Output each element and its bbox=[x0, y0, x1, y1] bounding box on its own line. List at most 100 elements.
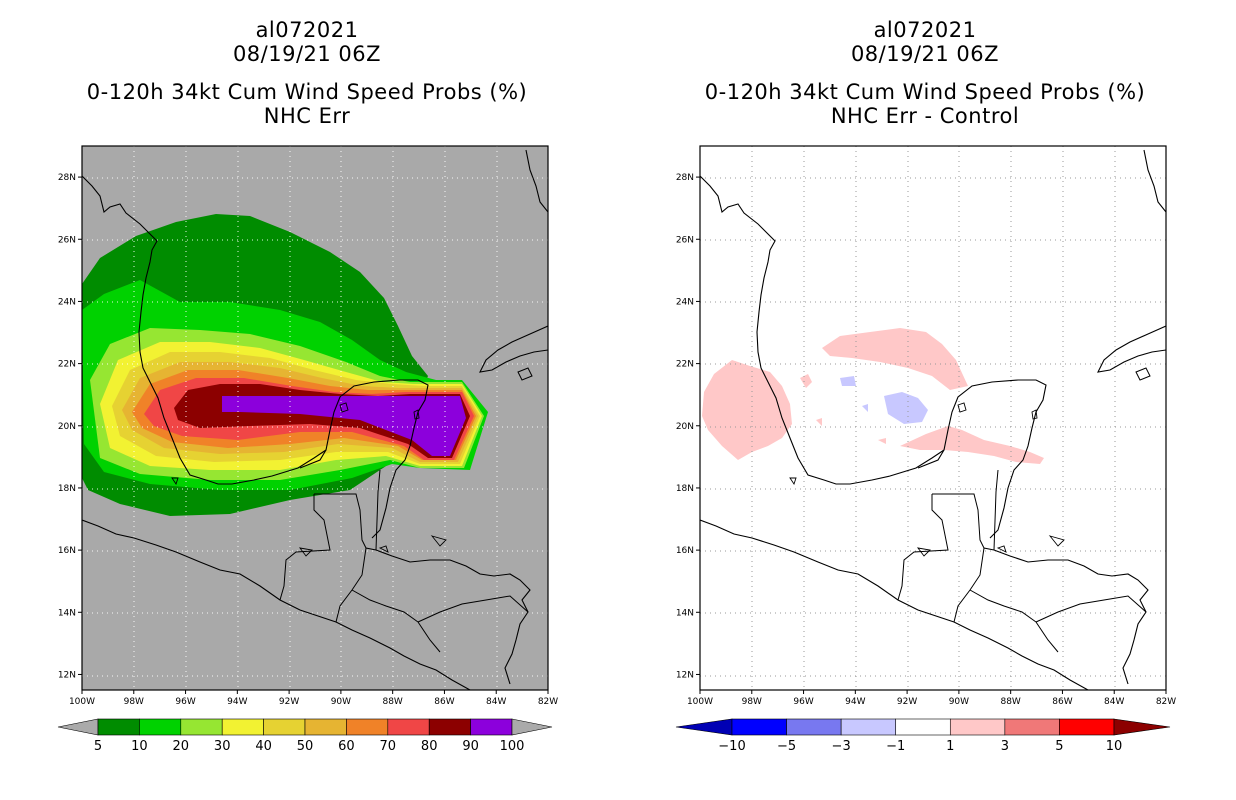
right-colorbar-box bbox=[1004, 718, 1060, 736]
left-colorbar-arrow-low bbox=[57, 718, 99, 736]
left-colorbar-label: 30 bbox=[214, 739, 231, 754]
right-colorbar-label: −3 bbox=[832, 739, 851, 754]
right-lon-label: 92W bbox=[897, 697, 917, 707]
right-lon-label: 96W bbox=[793, 697, 813, 707]
right-colorbar-box bbox=[786, 718, 842, 736]
left-colorbar-label: 100 bbox=[500, 739, 525, 754]
right-colorbar-label: 5 bbox=[1055, 739, 1063, 754]
left-colorbar-box bbox=[387, 718, 430, 736]
right-product-title: 0-120h 34kt Cum Wind Speed Probs (%) bbox=[704, 80, 1146, 104]
right-lon-label: 84W bbox=[1104, 697, 1124, 707]
left-lon-label: 94W bbox=[227, 697, 247, 707]
left-colorbar-box bbox=[428, 718, 471, 736]
right-axis-ticks: 28N 26N 24N 22N 20N 18N 16N 14N 12N 100W 98W 96W 94W… bbox=[676, 173, 1176, 707]
left-axis-ticks: 28N 26N 24N 22N 20N 18N 16N 14N 12N 100W 98W 96W 94W… bbox=[58, 173, 558, 707]
right-colorbar-label: 3 bbox=[1001, 739, 1009, 754]
diff-positive-small-2 bbox=[816, 418, 822, 426]
left-datetime: 08/19/21 06Z bbox=[232, 42, 382, 66]
left-colorbar-box bbox=[346, 718, 389, 736]
left-lat-label: 22N bbox=[58, 360, 76, 370]
diff-positive-east bbox=[900, 426, 1044, 464]
right-map-panel: 28N 26N 24N 22N 20N 18N 16N 14N 12N 100W 98W 96W 94W… bbox=[676, 145, 1176, 707]
left-colorbar-label: 90 bbox=[462, 739, 479, 754]
right-lat-label: 24N bbox=[676, 297, 694, 307]
right-title-block: al072021 08/19/21 06Z 0-120h 34kt Cum Wi… bbox=[679, 18, 1171, 128]
right-lat-label: 18N bbox=[676, 484, 694, 494]
diff-negative-small-2 bbox=[862, 404, 868, 412]
left-colorbar-label: 20 bbox=[173, 739, 190, 754]
left-colorbar-box bbox=[180, 718, 223, 736]
left-lat-label: 28N bbox=[58, 173, 76, 183]
right-colorbar-label: 1 bbox=[946, 739, 954, 754]
left-lat-label: 14N bbox=[58, 608, 76, 618]
right-colorbar-box bbox=[1059, 718, 1115, 736]
left-gridlines bbox=[82, 146, 548, 690]
left-lon-label: 98W bbox=[124, 697, 144, 707]
right-lat-label: 22N bbox=[676, 360, 694, 370]
diff-positive-north bbox=[822, 328, 968, 390]
left-probability-contours bbox=[82, 214, 488, 516]
right-colorbar-box bbox=[895, 718, 951, 736]
left-colorbar-label: 80 bbox=[421, 739, 438, 754]
left-map-frame bbox=[81, 145, 549, 691]
left-lat-label: 16N bbox=[58, 546, 76, 556]
left-product-title: 0-120h 34kt Cum Wind Speed Probs (%) bbox=[86, 80, 528, 104]
left-colorbar-label: 10 bbox=[131, 739, 148, 754]
right-map-frame bbox=[699, 145, 1167, 691]
left-colorbar-box bbox=[97, 718, 140, 736]
right-colorbar: −10 −5 −3 −1 1 3 5 10 bbox=[675, 718, 1171, 754]
left-colorbar-label: 60 bbox=[338, 739, 355, 754]
left-lat-label: 18N bbox=[58, 484, 76, 494]
left-lon-label: 84W bbox=[486, 697, 506, 707]
right-lat-label: 12N bbox=[676, 670, 694, 680]
left-colorbar-label: 50 bbox=[297, 739, 314, 754]
left-lat-label: 24N bbox=[58, 297, 76, 307]
right-colorbar-box bbox=[949, 718, 1006, 736]
left-storm-id: al072021 bbox=[255, 18, 359, 42]
left-colorbar-box bbox=[304, 718, 347, 736]
right-lon-label: 82W bbox=[1156, 697, 1176, 707]
left-title-block: al072021 08/19/21 06Z 0-120h 34kt Cum Wi… bbox=[61, 18, 553, 128]
right-colorbar-box bbox=[840, 718, 897, 736]
right-lon-label: 90W bbox=[949, 697, 969, 707]
left-lon-label: 92W bbox=[279, 697, 299, 707]
right-gridlines bbox=[700, 146, 1166, 690]
left-lon-label: 82W bbox=[538, 697, 558, 707]
left-colorbar-box bbox=[470, 718, 513, 736]
left-map-panel: 28N 26N 24N 22N 20N 18N 16N 14N 12N 100W 98W 96W 94W… bbox=[58, 145, 558, 707]
right-lat-label: 20N bbox=[676, 422, 694, 432]
left-lon-label: 96W bbox=[175, 697, 195, 707]
left-colorbar-label: 40 bbox=[255, 739, 272, 754]
right-storm-id: al072021 bbox=[873, 18, 977, 42]
right-lat-label: 14N bbox=[676, 608, 694, 618]
right-colorbar-label: 10 bbox=[1106, 739, 1123, 754]
left-subtitle: NHC Err bbox=[263, 104, 351, 128]
left-colorbar-box bbox=[221, 718, 264, 736]
left-colorbar-label: 5 bbox=[94, 739, 102, 754]
right-colorbar-label: −1 bbox=[886, 739, 905, 754]
right-colorbar-label: −10 bbox=[718, 739, 745, 754]
left-lon-label: 86W bbox=[434, 697, 454, 707]
left-lon-label: 100W bbox=[69, 697, 95, 707]
right-lon-label: 100W bbox=[687, 697, 713, 707]
right-colorbar-label: −5 bbox=[777, 739, 796, 754]
right-lat-label: 16N bbox=[676, 546, 694, 556]
right-colorbar-box bbox=[731, 718, 787, 736]
right-lon-label: 88W bbox=[1000, 697, 1020, 707]
left-colorbar: 5 10 20 30 40 50 60 70 80 90 100 bbox=[57, 718, 553, 754]
left-colorbar-label: 70 bbox=[380, 739, 397, 754]
right-lon-label: 94W bbox=[845, 697, 865, 707]
left-lon-label: 90W bbox=[331, 697, 351, 707]
right-lon-label: 86W bbox=[1052, 697, 1072, 707]
band-90 bbox=[222, 396, 466, 456]
diff-negative-center bbox=[884, 392, 928, 424]
left-lat-label: 26N bbox=[58, 235, 76, 245]
left-colorbar-arrow-high bbox=[511, 718, 553, 736]
right-difference-contours bbox=[702, 328, 1044, 464]
right-subtitle: NHC Err - Control bbox=[830, 104, 1020, 128]
right-lat-label: 26N bbox=[676, 235, 694, 245]
left-lat-label: 20N bbox=[58, 422, 76, 432]
right-datetime: 08/19/21 06Z bbox=[850, 42, 1000, 66]
left-colorbar-box bbox=[139, 718, 182, 736]
